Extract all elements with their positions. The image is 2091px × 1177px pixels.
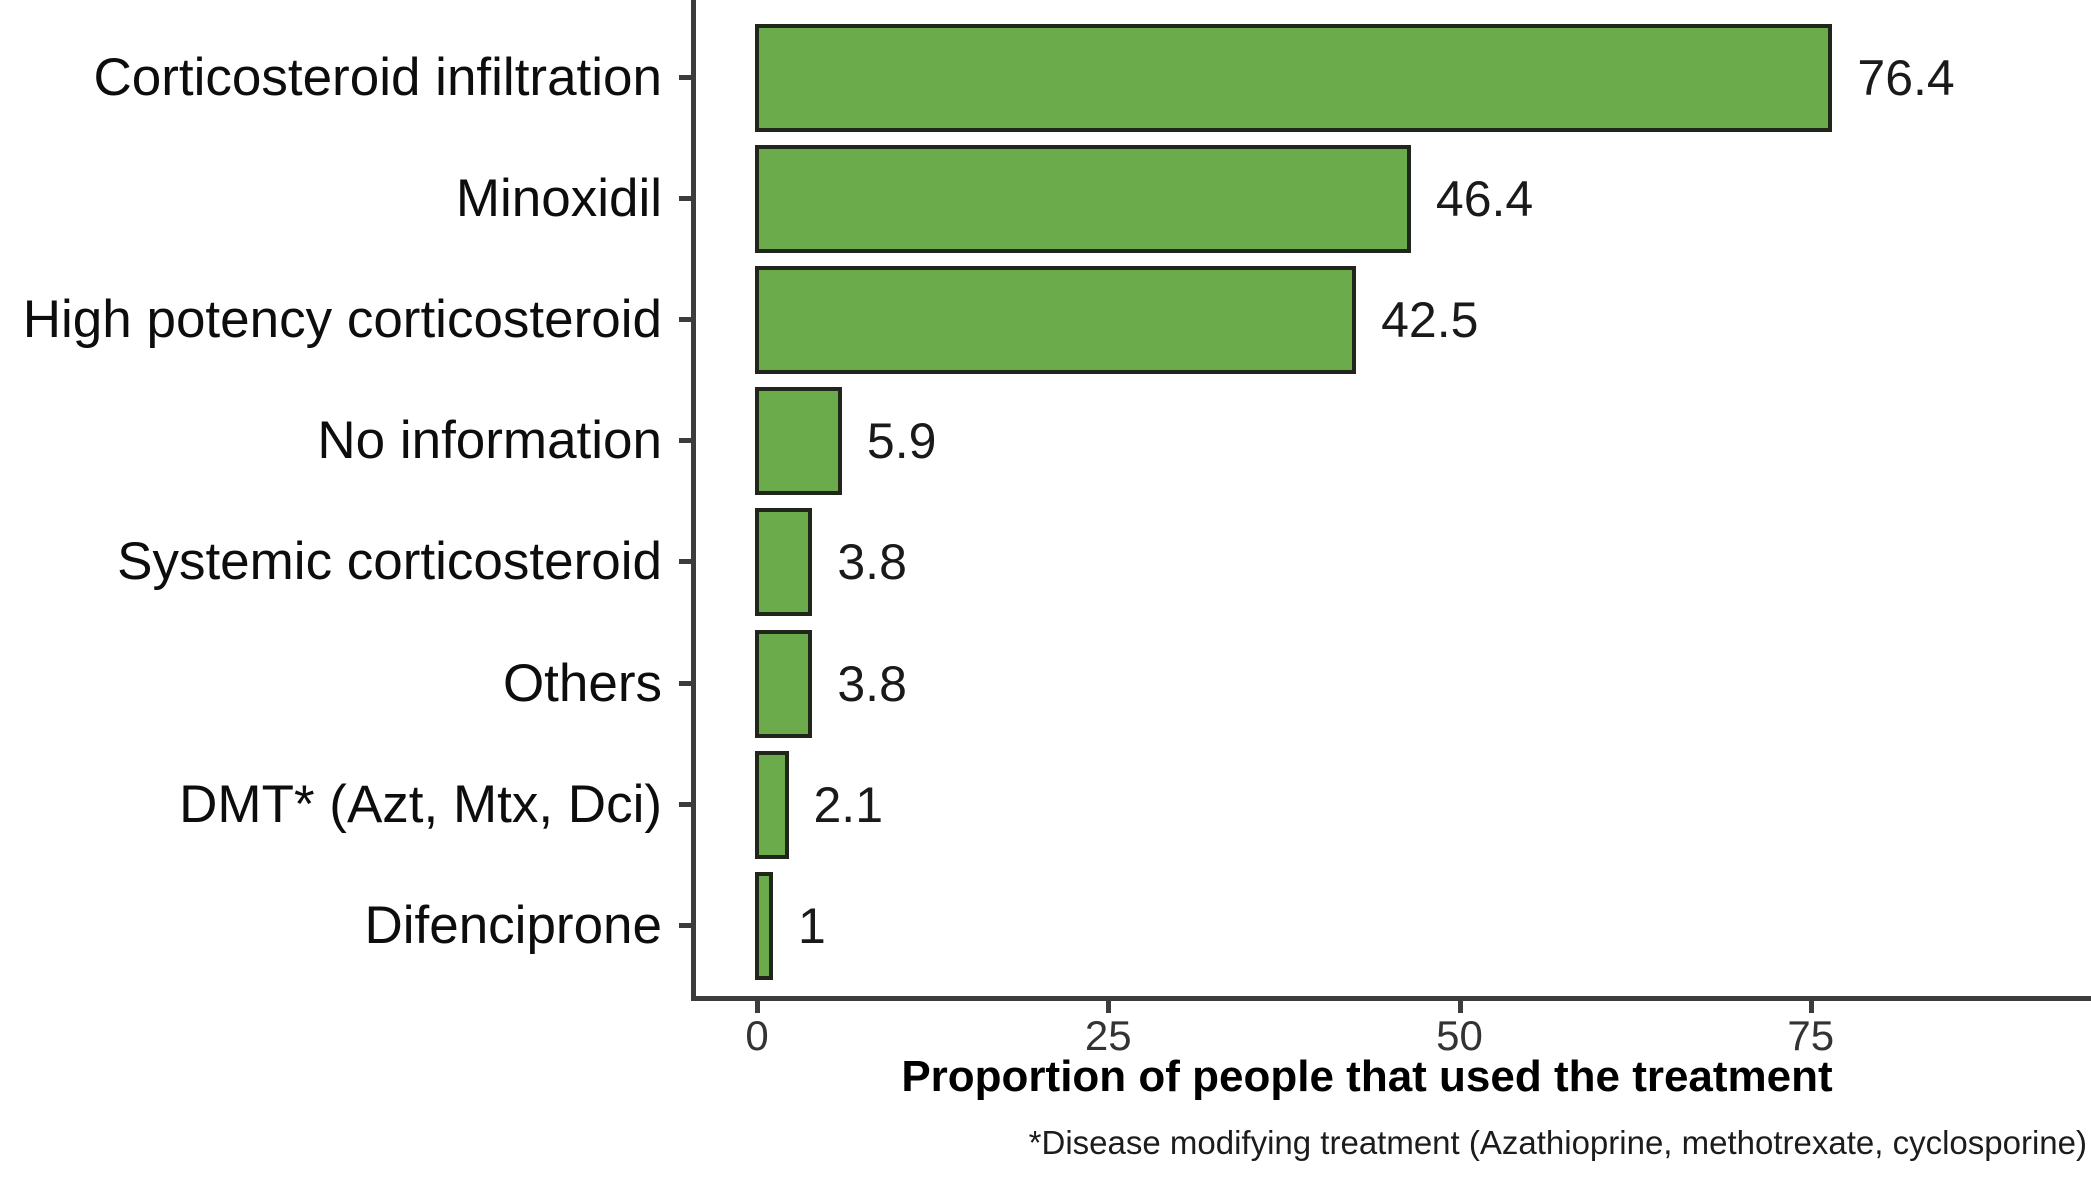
bar	[755, 508, 813, 617]
category-label: Systemic corticosteroid	[117, 532, 662, 592]
value-label: 2.1	[813, 776, 884, 833]
value-label: 76.4	[1857, 49, 1955, 106]
category-label: DMT* (Azt, Mtx, Dci)	[179, 774, 662, 834]
value-label: 1	[798, 897, 826, 954]
x-axis-line	[691, 996, 2091, 1001]
x-tick-label: 75	[1787, 1012, 1835, 1059]
x-tick-label: 0	[745, 1012, 769, 1059]
y-axis-tick	[679, 801, 692, 807]
value-label: 3.8	[837, 655, 907, 712]
y-axis-tick	[679, 922, 692, 928]
x-axis-tick	[755, 999, 760, 1013]
value-label: 5.9	[866, 413, 937, 470]
chart-footnote: *Disease modifying treatment (Azathiopri…	[1028, 1124, 2087, 1161]
x-axis-tick	[1808, 999, 1814, 1013]
bar	[755, 23, 1833, 132]
category-label: No information	[317, 411, 662, 471]
y-axis-tick	[679, 195, 692, 201]
bar	[755, 871, 774, 980]
y-axis-tick	[679, 316, 692, 322]
value-label: 46.4	[1435, 170, 1534, 227]
bar	[755, 265, 1357, 374]
y-axis-tick	[679, 438, 692, 444]
y-axis-tick	[679, 74, 692, 80]
bar	[755, 387, 842, 496]
y-axis-line	[691, 0, 696, 1001]
x-axis-tick	[1457, 999, 1463, 1013]
value-label: 42.5	[1381, 291, 1479, 348]
category-label: Corticosteroid infiltration	[93, 47, 662, 107]
category-label: Minoxidil	[455, 168, 662, 228]
y-axis-tick	[679, 559, 692, 565]
x-axis-title: Proportion of people that used the treat…	[901, 1052, 1833, 1101]
bar	[755, 144, 1411, 253]
x-tick-label: 25	[1084, 1012, 1132, 1059]
category-label: Others	[502, 653, 662, 713]
category-label: High potency corticosteroid	[22, 289, 662, 349]
x-axis-tick	[1106, 999, 1112, 1013]
x-tick-label: 50	[1436, 1012, 1483, 1059]
category-label: Difenciprone	[364, 895, 662, 955]
y-axis-tick	[679, 680, 692, 686]
bar	[755, 629, 813, 738]
bar	[755, 750, 789, 859]
value-label: 3.8	[837, 534, 907, 591]
